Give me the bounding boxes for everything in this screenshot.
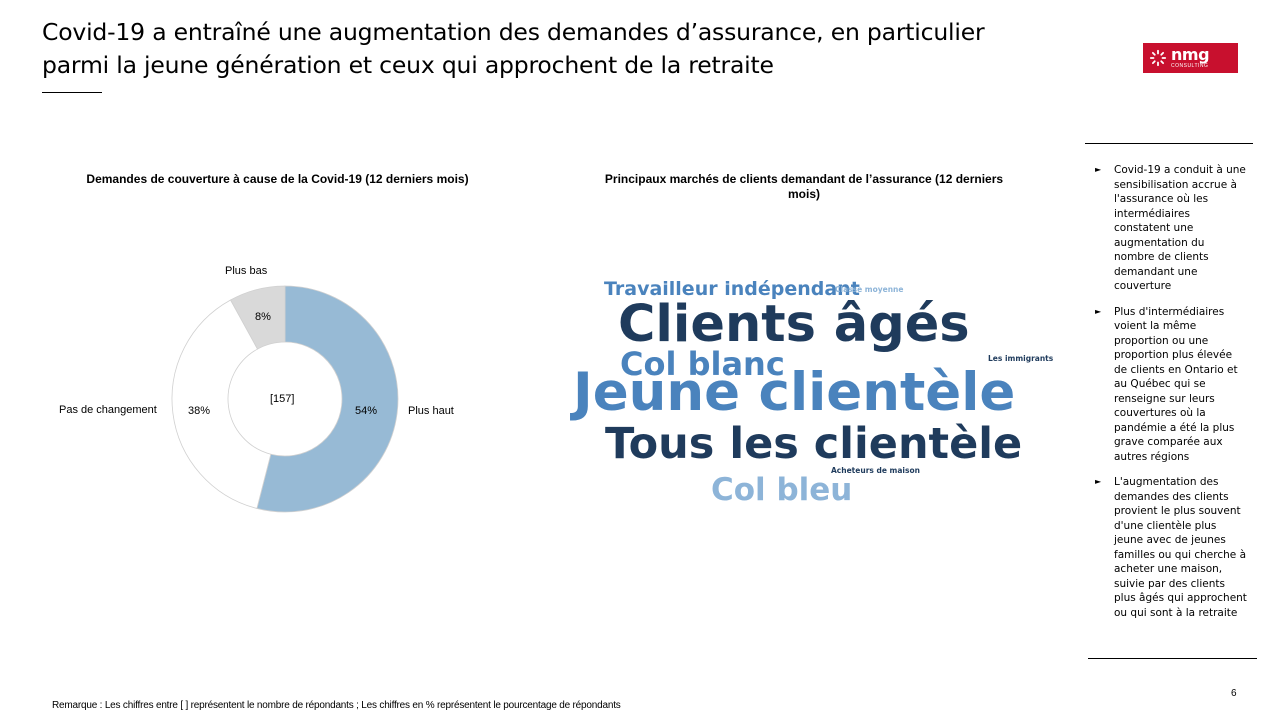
word-col-blanc: Col blanc (620, 345, 785, 383)
slice-label-plus-haut: Plus haut (408, 405, 454, 417)
donut-slice-plus-haut (256, 285, 399, 513)
triangle-bullet-icon: ► (1095, 477, 1102, 486)
donut-chart-title: Demandes de couverture à cause de la Cov… (86, 172, 469, 186)
sidebar-item: ► Plus d'intermédiaires voient la même p… (1095, 305, 1247, 465)
sidebar-top-rule (1085, 143, 1253, 144)
word-col-bleu: Col bleu (711, 472, 853, 508)
sidebar-key-points: ► Covid-19 a conduit à une sensibilisati… (1095, 163, 1247, 631)
slide-title: Covid-19 a entraîné une augmentation des… (42, 18, 985, 79)
donut-slice-pas-de-changement (171, 299, 272, 509)
sidebar-item: ► Covid-19 a conduit à une sensibilisati… (1095, 163, 1247, 294)
slice-label-pas-de-changement: Pas de changement (59, 404, 157, 416)
sidebar-item-text: Covid-19 a conduit à une sensibilisation… (1114, 164, 1246, 292)
word-acheteurs: Acheteurs de maison (831, 466, 920, 475)
sidebar-item-text: Plus d'intermédiaires voient la même pro… (1114, 305, 1238, 463)
footnote: Remarque : Les chiffres entre [ ] représ… (52, 700, 621, 711)
donut-slice-plus-bas (230, 285, 286, 350)
donut-center-label: [157] (270, 393, 295, 405)
word-immigrants: Les immigrants (988, 354, 1054, 363)
word-jeune-clientele: Jeune clientèle (573, 362, 1016, 423)
page-number: 6 (1231, 688, 1237, 699)
sidebar-bottom-rule (1088, 658, 1257, 659)
logo-sub-text: CONSULTING (1171, 63, 1209, 69)
title-underline (42, 92, 102, 93)
slice-value-plus-haut: 54% (355, 405, 378, 417)
word-clients-ages: Clients âgés (618, 295, 970, 354)
donut-chart (171, 285, 399, 513)
sidebar-item-text: L'augmentation des demandes des clients … (1114, 476, 1247, 619)
word-classe-moyenne: Classe moyenne (835, 285, 904, 294)
slice-label-plus-bas: Plus bas (225, 265, 268, 277)
triangle-bullet-icon: ► (1095, 165, 1102, 174)
sidebar-item: ► L'augmentation des demandes des client… (1095, 475, 1247, 620)
triangle-bullet-icon: ► (1095, 306, 1102, 316)
word-travailleur: Travailleur indépendant (604, 278, 860, 300)
nmg-logo: nmg CONSULTING (1143, 43, 1238, 73)
logo-main-text: nmg (1171, 45, 1210, 64)
word-tous-les-clientele: Tous les clientèle (605, 419, 1023, 469)
slice-value-plus-bas: 8% (255, 311, 271, 323)
word-cloud-title: Principaux marchés de clients demandant … (604, 172, 1004, 201)
nmg-logo-icon (1149, 49, 1167, 67)
slice-value-pas-de-changement: 38% (188, 405, 211, 417)
